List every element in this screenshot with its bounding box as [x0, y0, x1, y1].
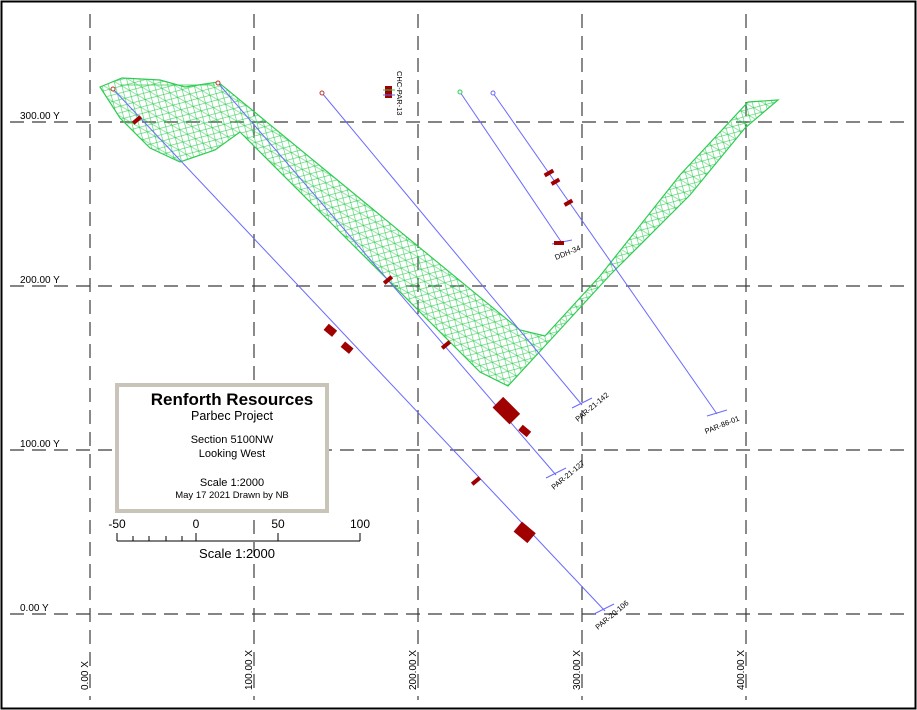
drillhole-trace-par-86-01[interactable] — [492, 92, 718, 415]
intercept-marker — [554, 241, 564, 245]
intercept-marker — [518, 424, 532, 438]
scale-tick-label: 100 — [350, 517, 370, 531]
short-hole-cluster — [383, 86, 395, 98]
scale-tick-label: -50 — [108, 517, 126, 531]
drillhole-trace-ddh-34[interactable] — [459, 91, 563, 244]
legend-project: Parbec Project — [191, 409, 274, 423]
legend-border — [115, 383, 329, 513]
legend-section: Section 5100NW — [191, 434, 274, 446]
ore-zone — [99, 77, 780, 387]
intercept-marker — [340, 341, 354, 354]
hole-end-tick — [571, 397, 593, 409]
grid-label-x-300: 300.00 X — [572, 650, 583, 690]
drillhole-label-par-21-127: PAR-21-127 — [550, 458, 587, 491]
drillhole-trace-par-21-142[interactable] — [321, 92, 583, 406]
scale-bar-label: Scale 1:2000 — [199, 546, 275, 561]
legend-box: Renforth Resources Parbec Project Sectio… — [115, 383, 329, 513]
intercept-marker — [470, 476, 482, 486]
grid-label-y-200: 200.00 Y — [20, 275, 60, 286]
intercept-marker — [550, 177, 561, 186]
intercept-marker — [543, 168, 555, 178]
legend-company: Renforth Resources — [151, 390, 313, 409]
intercept-marker — [323, 323, 338, 337]
collars — [110, 80, 496, 96]
grid-label-x-400: 400.00 X — [736, 650, 747, 690]
intercept-marker — [440, 340, 452, 350]
legend-scale: Scale 1:2000 — [200, 477, 264, 489]
intercept-marker — [563, 198, 574, 207]
collar-marker — [490, 90, 496, 96]
hole-end-tick — [706, 409, 728, 417]
drillhole-label-par-86-01: PAR-86-01 — [703, 414, 740, 436]
grid-label-x-200: 200.00 X — [408, 650, 419, 690]
grid-label-y-300: 300.00 Y — [20, 111, 60, 122]
intercepts — [131, 115, 574, 544]
drillhole-label-par-20-106: PAR-20-106 — [594, 598, 631, 631]
intercept-marker — [513, 521, 536, 544]
hole-end-tick — [545, 467, 567, 479]
drillhole-label-ddh-34: DDH-34 — [553, 243, 581, 261]
drillhole-label-par-21-142: PAR-21-142 — [574, 390, 611, 423]
collar-marker — [110, 86, 116, 92]
collar-marker — [215, 80, 221, 86]
legend-drawn: May 17 2021 Drawn by NB — [175, 490, 289, 501]
intercept-marker — [385, 86, 392, 98]
grid-label-y-0: 0.00 Y — [20, 603, 49, 614]
collar-marker — [457, 89, 463, 95]
intercept-marker — [492, 396, 521, 425]
legend-direction: Looking West — [199, 448, 265, 460]
drill-holes — [112, 82, 728, 615]
intercept-marker — [131, 115, 143, 125]
scale-tick-label: 50 — [271, 517, 285, 531]
drillhole-label-stacked: CHC-PAR-13 — [395, 71, 404, 115]
hole-end-tick — [593, 603, 615, 615]
grid-label-y-100: 100.00 Y — [20, 439, 60, 450]
ore-zone-shape — [99, 77, 780, 387]
intercept-marker — [382, 275, 394, 285]
scale-tick-label: 0 — [193, 517, 200, 531]
scale-bar: -50 0 50 100 Scale 1:2000 — [108, 517, 370, 561]
collar-marker — [319, 90, 325, 96]
grid-label-x-100: 100.00 X — [244, 650, 255, 690]
grid-label-x-0: 0.00 X — [80, 661, 91, 690]
